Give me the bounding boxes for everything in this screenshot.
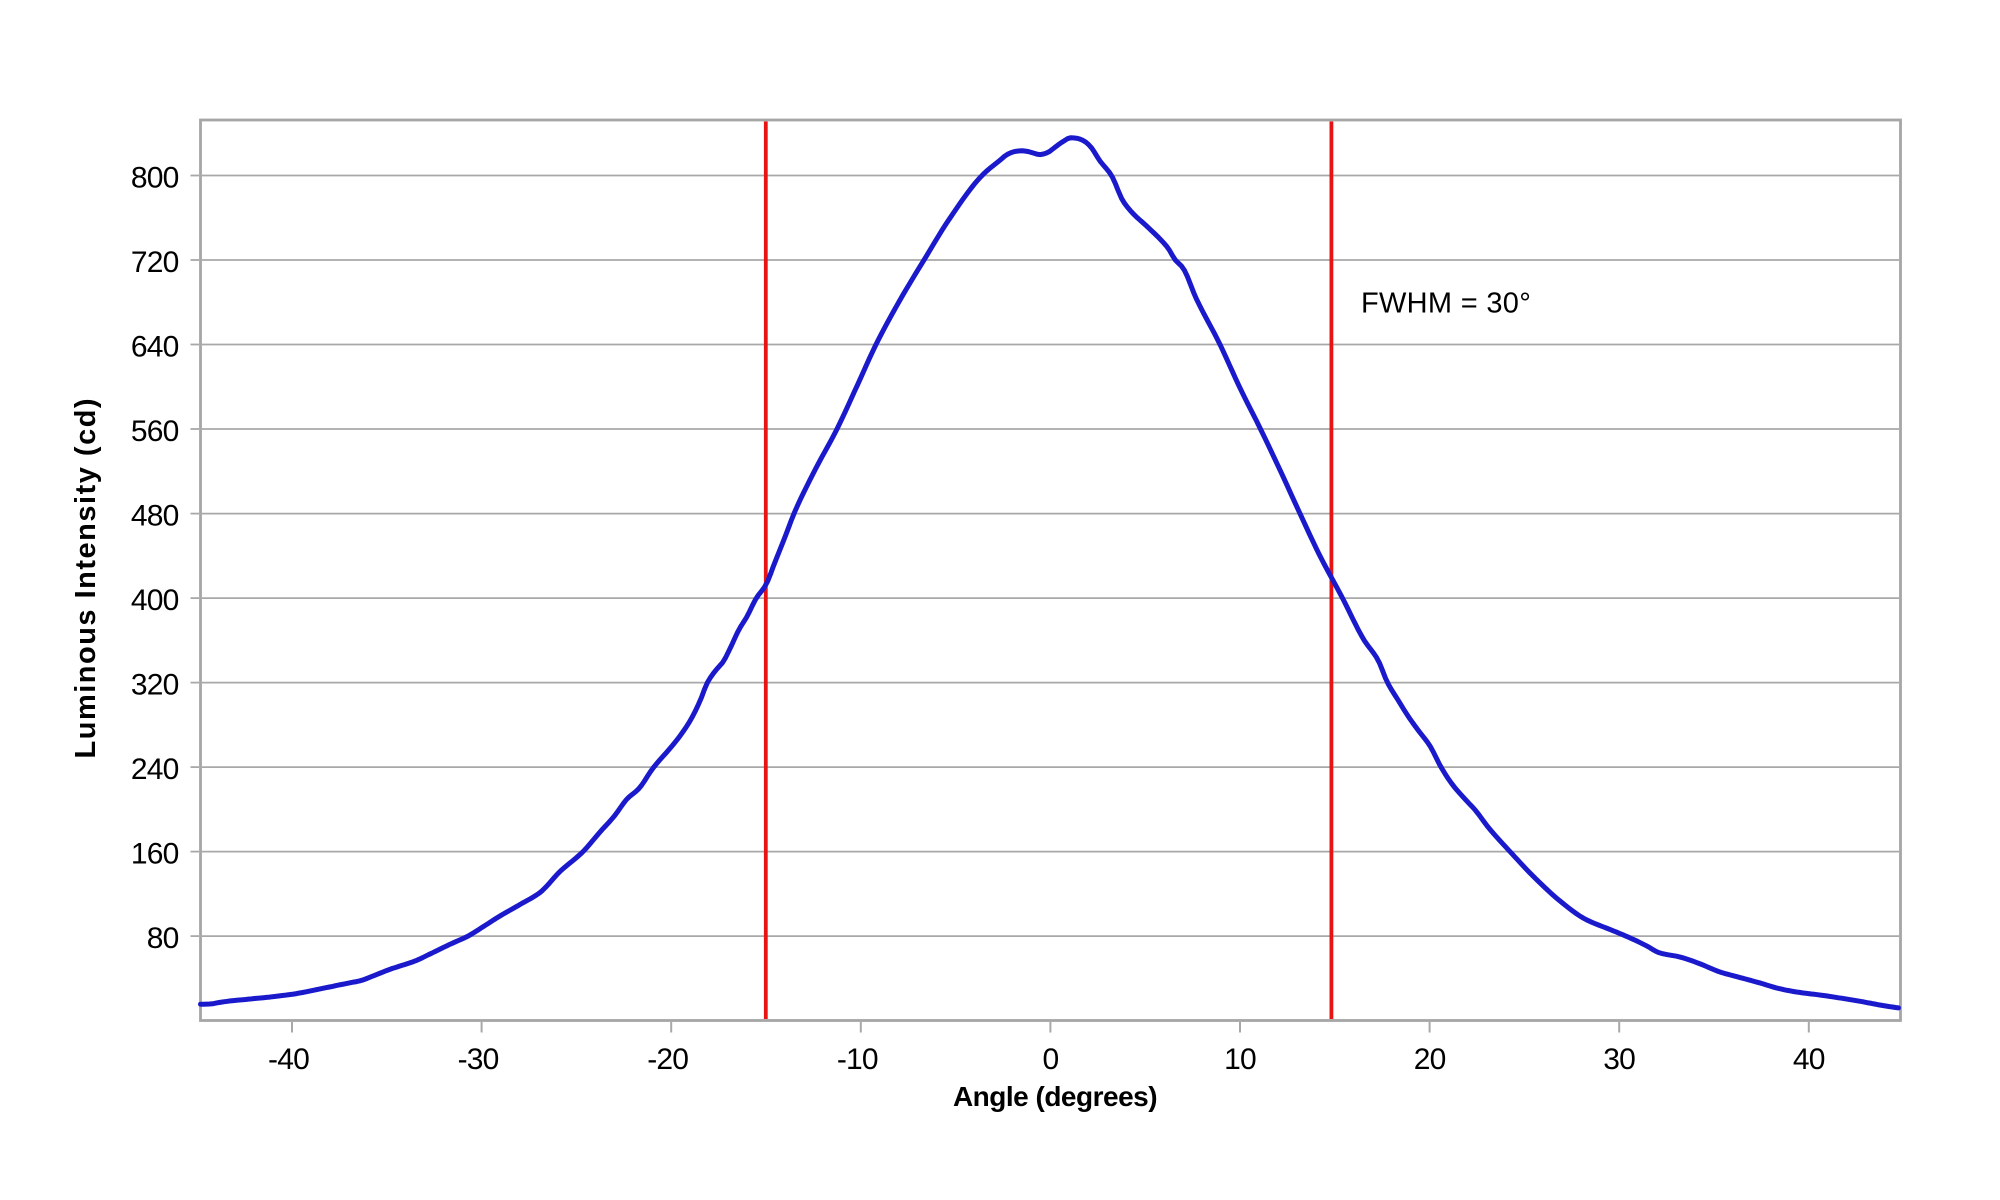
svg-text:400: 400 [131, 584, 179, 617]
svg-text:Luminous Intensity (cd): Luminous Intensity (cd) [70, 397, 102, 759]
svg-text:FWHM = 30°: FWHM = 30° [1361, 288, 1531, 320]
svg-text:480: 480 [131, 500, 179, 533]
svg-text:20: 20 [1414, 1043, 1446, 1076]
svg-text:640: 640 [131, 331, 179, 364]
svg-text:0: 0 [1042, 1043, 1058, 1076]
svg-text:720: 720 [131, 246, 179, 279]
svg-text:560: 560 [131, 415, 179, 448]
svg-text:-30: -30 [458, 1043, 499, 1076]
svg-text:40: 40 [1793, 1043, 1825, 1076]
svg-text:-40: -40 [268, 1043, 309, 1076]
svg-text:160: 160 [131, 838, 179, 871]
svg-text:800: 800 [131, 162, 179, 195]
svg-text:240: 240 [131, 753, 179, 786]
svg-text:-20: -20 [647, 1043, 688, 1076]
svg-text:-10: -10 [837, 1043, 878, 1076]
svg-text:80: 80 [147, 922, 179, 955]
svg-text:320: 320 [131, 669, 179, 702]
svg-text:30: 30 [1603, 1043, 1635, 1076]
svg-text:Angle (degrees): Angle (degrees) [953, 1081, 1157, 1112]
svg-text:10: 10 [1224, 1043, 1256, 1076]
